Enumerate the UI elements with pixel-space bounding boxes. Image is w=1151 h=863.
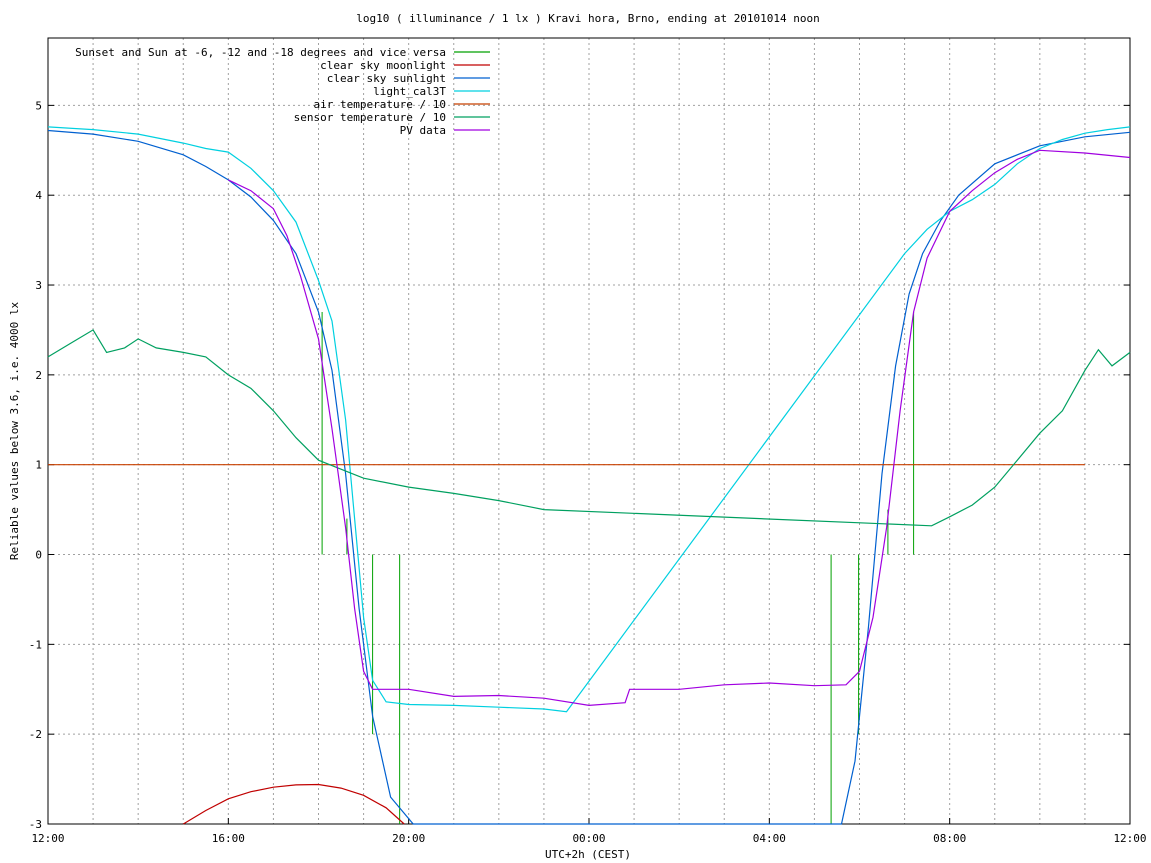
series-5-line	[47, 329, 1131, 527]
y-axis-label: Reliable values below 3.6, i.e. 4000 lx	[8, 301, 21, 560]
y-tick-label: -1	[29, 638, 42, 651]
y-tick-label: -3	[29, 818, 42, 831]
y-tick-label: 4	[35, 189, 42, 202]
chart-title: log10 ( illuminance / 1 lx ) Kravi hora,…	[356, 12, 820, 25]
y-tick-label: 0	[35, 549, 42, 562]
legend-entry-label: light_cal3T	[373, 85, 446, 98]
x-tick-label: 08:00	[933, 832, 966, 845]
legend-entry-label: PV data	[400, 124, 446, 137]
x-tick-label: 20:00	[392, 832, 425, 845]
legend-entry-label: air temperature / 10	[314, 98, 446, 111]
x-tick-label: 12:00	[1113, 832, 1146, 845]
x-tick-label: 12:00	[31, 832, 64, 845]
plot-frame	[47, 37, 1131, 825]
x-tick-label: 00:00	[572, 832, 605, 845]
y-tick-label: 3	[35, 279, 42, 292]
x-axis-label: UTC+2h (CEST)	[545, 848, 631, 861]
y-tick-label: -2	[29, 728, 42, 741]
x-tick-label: 04:00	[753, 832, 786, 845]
y-tick-label: 2	[35, 369, 42, 382]
legend-entry-label: clear sky sunlight	[327, 72, 446, 85]
series-2-line	[47, 129, 1131, 825]
legend-entry-label: clear sky moonlight	[320, 59, 446, 72]
y-tick-label: 5	[35, 99, 42, 112]
legend-entry-label: Sunset and Sun at -6, -12 and -18 degree…	[75, 46, 446, 59]
series-6-line	[228, 149, 1131, 707]
x-axis-ticks: 12:00 16:00 20:00 00:00 04:00 08:00 12:00	[31, 818, 1147, 845]
x-tick-label: 16:00	[212, 832, 245, 845]
legend: Sunset and Sun at -6, -12 and -18 degree…	[75, 46, 490, 137]
series-layer	[47, 126, 1131, 825]
legend-entry-label: sensor temperature / 10	[294, 111, 446, 124]
series-3-line	[47, 126, 1131, 713]
grid	[48, 38, 1130, 825]
y-tick-label: 1	[35, 459, 42, 472]
series-1-line	[182, 783, 405, 825]
